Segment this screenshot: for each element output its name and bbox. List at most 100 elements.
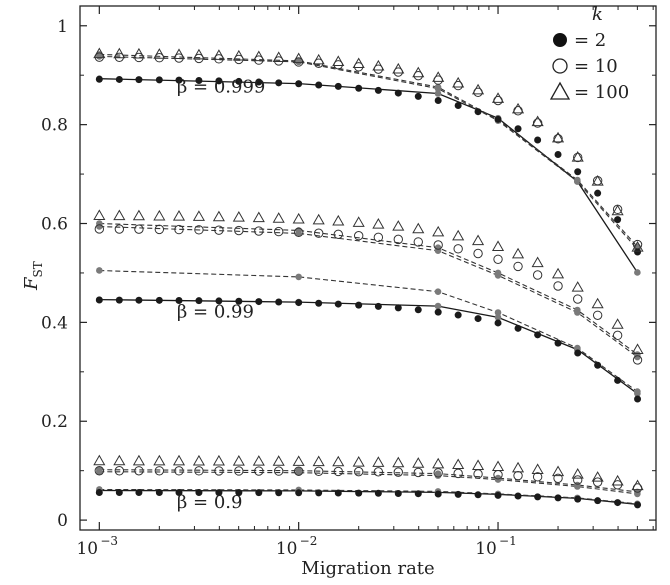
point-k2 <box>454 490 462 498</box>
point-k2 <box>255 489 263 497</box>
x-tick-exponent: −3 <box>100 534 118 548</box>
point-k100 <box>611 318 624 329</box>
point-k10 <box>353 230 364 241</box>
y-tick-label: 0.2 <box>41 412 68 432</box>
point-k2 <box>95 75 103 83</box>
point-k2 <box>414 306 422 314</box>
point-k10 <box>373 232 384 243</box>
point-k2 <box>215 489 223 497</box>
theory-anchor-point <box>96 466 103 473</box>
point-k10 <box>293 466 304 476</box>
point-k2 <box>155 76 163 84</box>
theory-anchor-point <box>434 83 442 91</box>
point-k10 <box>94 466 105 476</box>
point-k10 <box>234 225 244 236</box>
point-k100 <box>571 151 584 162</box>
y-axis-title: FST <box>21 261 45 291</box>
theory-anchor-point <box>434 244 442 252</box>
simulation-points <box>93 47 644 509</box>
theory-curve-k10 <box>99 488 638 505</box>
theory-anchor-point <box>434 90 442 97</box>
point-k10 <box>353 466 364 477</box>
point-k100 <box>252 211 265 223</box>
point-k2 <box>374 302 382 310</box>
beta-labels: β = 0.999 β = 0.99 β = 0.9 <box>177 77 265 513</box>
point-k100 <box>192 454 205 466</box>
point-k100 <box>591 471 604 482</box>
point-k2 <box>514 492 522 500</box>
legend-label: = 2 <box>574 30 606 51</box>
point-k2 <box>315 489 323 497</box>
point-k2 <box>155 489 163 497</box>
point-k2 <box>554 339 562 347</box>
point-k10 <box>553 134 563 144</box>
point-k2 <box>534 331 542 339</box>
point-k2 <box>414 490 422 498</box>
point-k2 <box>334 300 342 308</box>
y-tick-label: 0.4 <box>41 313 68 333</box>
point-k10 <box>473 248 483 259</box>
point-k2 <box>594 497 602 505</box>
point-k2 <box>474 315 482 323</box>
point-k2 <box>235 297 243 305</box>
point-k10 <box>313 466 324 477</box>
point-k100 <box>611 474 624 486</box>
point-k2 <box>434 490 442 498</box>
point-k10 <box>114 224 125 234</box>
x-axis-title: Migration rate <box>301 558 434 579</box>
point-k100 <box>531 463 544 475</box>
point-k100 <box>412 66 425 78</box>
x-tick-label: 10 <box>475 539 497 559</box>
point-k100 <box>392 220 405 231</box>
point-k2 <box>215 297 223 305</box>
theory-anchor-point <box>494 309 502 316</box>
legend-label: = 100 <box>574 82 629 103</box>
point-k100 <box>551 465 565 477</box>
theory-anchor-point <box>295 467 302 474</box>
point-k2 <box>255 298 263 306</box>
point-k100 <box>332 455 345 467</box>
point-k2 <box>195 76 203 84</box>
point-k100 <box>591 297 604 309</box>
theory-anchor-point <box>494 269 502 277</box>
point-k2 <box>574 495 582 503</box>
point-k2 <box>275 489 283 497</box>
point-k2 <box>175 76 183 84</box>
point-k10 <box>194 53 204 64</box>
x-tick-label: 10 <box>76 539 98 559</box>
point-k10 <box>553 473 563 483</box>
point-k100 <box>631 343 644 354</box>
point-k100 <box>511 247 525 259</box>
point-k100 <box>432 457 445 469</box>
point-k2 <box>135 296 143 304</box>
point-k100 <box>551 267 565 279</box>
theory-anchor-point <box>96 267 103 274</box>
point-k100 <box>471 459 485 470</box>
theory-curve-k2 <box>99 298 638 395</box>
point-k10 <box>532 270 543 280</box>
point-k10 <box>592 310 603 320</box>
theory-anchor-point <box>434 302 442 310</box>
x-tick-exponent: −2 <box>300 534 318 548</box>
point-k2 <box>434 308 442 316</box>
point-k100 <box>232 454 245 466</box>
point-k10 <box>573 294 583 304</box>
beta-label: β = 0.99 <box>177 301 254 322</box>
point-k10 <box>513 470 523 481</box>
point-k100 <box>252 50 265 62</box>
point-k100 <box>172 48 186 60</box>
point-k10 <box>493 254 503 264</box>
point-k100 <box>352 57 365 69</box>
point-k2 <box>394 304 402 312</box>
theory-anchor-point <box>574 344 581 352</box>
point-k2 <box>514 324 522 332</box>
point-k100 <box>192 48 205 60</box>
point-k100 <box>312 53 325 65</box>
point-k10 <box>194 466 204 476</box>
point-k100 <box>611 204 624 216</box>
point-k2 <box>115 75 123 83</box>
point-k10 <box>632 355 643 365</box>
point-k100 <box>212 49 225 60</box>
theory-curves <box>96 51 641 508</box>
point-k100 <box>471 234 485 246</box>
